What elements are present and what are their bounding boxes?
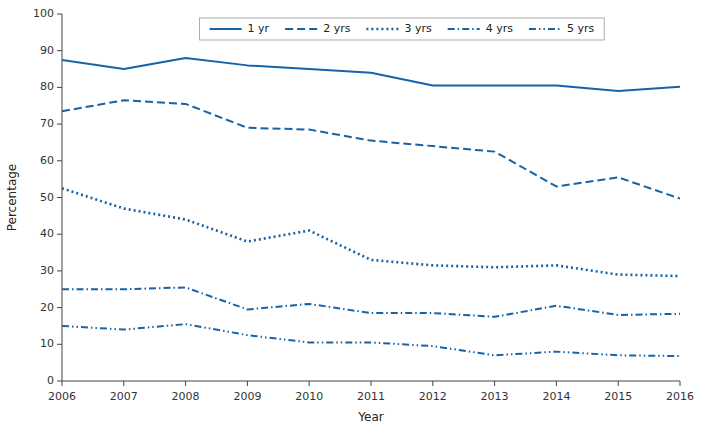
y-tick-label: 70 (40, 117, 54, 130)
y-tick-label: 90 (40, 44, 54, 57)
y-tick-label: 40 (40, 227, 54, 240)
y-tick (57, 124, 62, 125)
y-tick (57, 197, 62, 198)
x-tick-label: 2015 (604, 390, 632, 403)
x-tick-label: 2013 (481, 390, 509, 403)
legend-label: 2 yrs (323, 22, 351, 35)
y-tick (57, 87, 62, 88)
y-tick (57, 14, 62, 15)
y-tick (57, 160, 62, 161)
y-tick-label: 20 (40, 301, 54, 314)
series-line (62, 188, 680, 276)
legend-label: 3 yrs (404, 22, 432, 35)
y-tick (57, 344, 62, 345)
y-tick-label: 80 (40, 80, 54, 93)
x-tick-label: 2008 (172, 390, 200, 403)
legend-label: 4 yrs (486, 22, 514, 35)
x-tick-label: 2012 (419, 390, 447, 403)
x-tick-label: 2009 (233, 390, 261, 403)
y-tick-label: 100 (33, 7, 54, 20)
x-tick (680, 381, 681, 386)
legend-item: 5 yrs (529, 22, 595, 35)
x-tick (371, 381, 372, 386)
x-axis-label: Year (357, 410, 383, 424)
x-tick-label: 2014 (542, 390, 570, 403)
x-tick (556, 381, 557, 386)
legend-swatch (210, 28, 242, 30)
legend-frame (200, 18, 605, 40)
x-tick-label: 2006 (48, 390, 76, 403)
legend-swatch (448, 28, 480, 30)
y-tick (57, 50, 62, 51)
x-tick (309, 381, 310, 386)
x-tick (185, 381, 186, 386)
y-axis-label: Percentage (5, 164, 19, 232)
legend-item: 2 yrs (285, 22, 351, 35)
legend-swatch (529, 28, 561, 30)
plot-lines (62, 58, 680, 356)
x-tick-label: 2010 (295, 390, 323, 403)
x-tick-label: 2007 (110, 390, 138, 403)
y-tick (57, 234, 62, 235)
legend-swatch (285, 28, 317, 30)
y-tick-label: 50 (40, 191, 54, 204)
legend-item: 1 yr (210, 22, 270, 35)
x-tick (494, 381, 495, 386)
x-tick (247, 381, 248, 386)
x-tick (123, 381, 124, 386)
series-line (62, 58, 680, 91)
series-line (62, 287, 680, 316)
series-line (62, 100, 680, 198)
x-tick-label: 2011 (357, 390, 385, 403)
x-tick (432, 381, 433, 386)
y-tick-label: 30 (40, 264, 54, 277)
y-tick (57, 381, 62, 382)
legend-item: 4 yrs (448, 22, 514, 35)
y-tick-label: 10 (40, 337, 54, 350)
legend-label: 1 yr (248, 22, 270, 35)
legend-label: 5 yrs (567, 22, 595, 35)
legend-swatch (366, 28, 398, 31)
x-tick (618, 381, 619, 386)
chart: 0 10 20 30 40 50 60 70 80 90 100 2006 2007 2008 2009 20… (0, 0, 702, 433)
series-line (62, 324, 680, 356)
legend-item: 3 yrs (366, 22, 432, 35)
y-tick-label: 0 (47, 374, 54, 387)
y-tick-label: 60 (40, 154, 54, 167)
x-tick (62, 381, 63, 386)
x-axis-line (62, 381, 680, 382)
y-tick (57, 270, 62, 271)
x-tick-label: 2016 (666, 390, 694, 403)
legend: 1 yr 2 yrs 3 yrs 4 yrs 5 yrs (200, 18, 605, 40)
y-tick (57, 307, 62, 308)
